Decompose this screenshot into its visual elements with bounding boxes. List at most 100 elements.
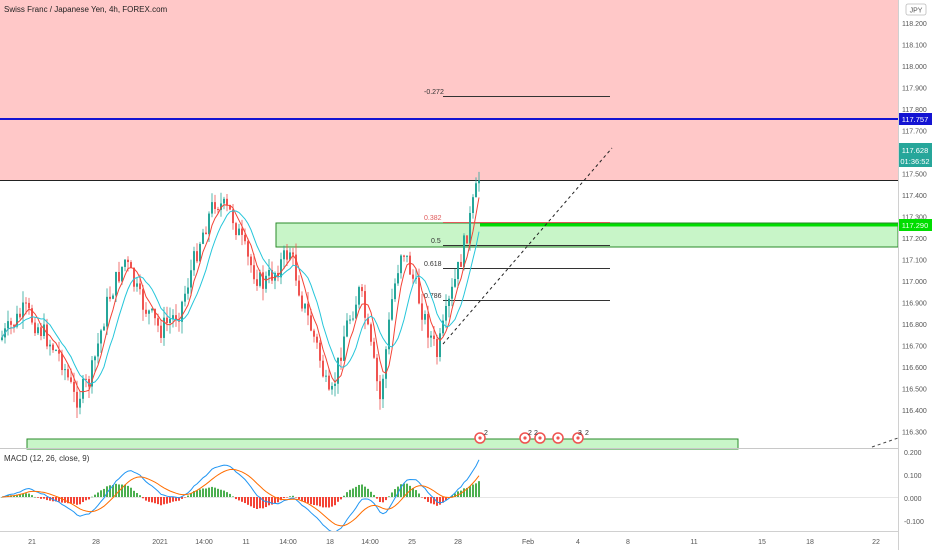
macd-histogram-bar <box>55 497 57 502</box>
macd-histogram-bar <box>415 490 417 497</box>
candle <box>472 194 474 219</box>
currency-badge[interactable] <box>905 3 927 16</box>
macd-tick-label: 0.000 <box>904 496 922 503</box>
support-zone-upper[interactable] <box>275 222 899 248</box>
event-marker-count: 3 <box>578 430 582 437</box>
dashed-trendline-right[interactable] <box>871 437 899 448</box>
candle <box>187 278 189 300</box>
macd-histogram-bar <box>166 497 168 504</box>
candle <box>316 333 318 349</box>
time-axis[interactable] <box>0 531 898 550</box>
macd-histogram-bar <box>298 497 300 500</box>
macd-histogram-bar <box>475 483 477 497</box>
macd-histogram-bar <box>337 497 339 502</box>
macd-histogram-bar <box>220 489 222 497</box>
macd-histogram-bar <box>142 497 144 499</box>
macd-histogram-bar <box>454 493 456 497</box>
price-tick-label: 116.700 <box>902 344 927 351</box>
candle <box>94 355 96 373</box>
candle <box>166 306 168 332</box>
candle <box>106 288 108 335</box>
candle <box>145 302 147 317</box>
event-markers[interactable]: 2 2 2 3 2 <box>474 430 589 444</box>
blue-line-price-tag[interactable] <box>899 113 932 125</box>
time-tick-label: 11 <box>690 539 697 546</box>
macd-histogram-bar <box>79 497 81 505</box>
macd-histogram <box>1 481 480 509</box>
macd-histogram-bar <box>37 497 39 498</box>
event-marker-count: 2 <box>528 430 532 437</box>
dashed-trendline[interactable] <box>442 147 613 345</box>
time-tick-label: 14:00 <box>279 539 297 546</box>
time-tick-label: 25 <box>408 539 416 546</box>
price-tick-label: 116.800 <box>902 322 927 329</box>
current-price-tag[interactable] <box>899 143 932 167</box>
macd-histogram-bar <box>70 497 72 504</box>
time-tick-label: 15 <box>758 539 766 546</box>
macd-histogram-bar <box>286 497 288 498</box>
macd-title[interactable]: MACD (12, 26, close, 9) <box>4 454 90 463</box>
candle <box>325 369 327 382</box>
green-level-tag[interactable] <box>899 219 932 231</box>
macd-histogram-bar <box>316 497 318 506</box>
candle <box>190 259 192 297</box>
fib-retracement[interactable]: -0.272 0.382 0.5 0.618 0.786 <box>424 89 610 301</box>
macd-histogram-bar <box>226 492 228 497</box>
macd-histogram-bar <box>439 497 441 505</box>
macd-histogram-bar <box>250 497 252 507</box>
price-tick-label: 117.400 <box>902 193 927 200</box>
fib-label-05: 0.5 <box>431 238 441 245</box>
macd-histogram-bar <box>331 497 333 507</box>
candle <box>25 297 27 315</box>
blue-line-price: 117.757 <box>902 115 929 124</box>
candle <box>184 285 186 307</box>
price-tick-label: 118.100 <box>902 43 927 50</box>
candle <box>211 193 213 218</box>
candle <box>151 308 153 313</box>
macd-histogram-bar <box>283 497 285 499</box>
event-marker[interactable]: 2 <box>534 430 546 444</box>
macd-histogram-bar <box>328 497 330 508</box>
macd-histogram-bar <box>391 492 393 497</box>
candle <box>451 278 453 307</box>
macd-histogram-bar <box>148 497 150 502</box>
event-marker[interactable]: 3 2 <box>572 430 589 444</box>
time-tick-label: 28 <box>92 539 100 546</box>
price-axis[interactable] <box>898 0 932 550</box>
macd-histogram-bar <box>400 484 402 497</box>
macd-histogram-bar <box>46 497 48 501</box>
macd-histogram-bar <box>274 497 276 504</box>
event-marker[interactable]: 2 <box>519 430 532 444</box>
macd-histogram-bar <box>214 487 216 497</box>
macd-histogram-bar <box>136 493 138 497</box>
candle <box>421 293 423 331</box>
macd-histogram-bar <box>355 486 357 497</box>
time-tick-labels: 21 28 2021 14:00 11 14:00 18 14:00 25 28 Feb 4 8 11 15… <box>28 539 880 546</box>
candle <box>295 243 297 286</box>
candle <box>319 340 321 368</box>
macd-histogram-bar <box>463 488 465 497</box>
candle <box>169 307 171 334</box>
macd-histogram-bar <box>34 496 36 498</box>
candle <box>226 193 228 212</box>
candlesticks <box>1 171 480 418</box>
candle <box>238 223 240 236</box>
candle <box>328 368 330 391</box>
candle <box>400 254 402 279</box>
support-zone-lower[interactable] <box>26 438 739 450</box>
candle <box>253 253 255 284</box>
candle <box>361 283 363 298</box>
macd-histogram-bar <box>91 496 93 498</box>
candle <box>445 294 447 329</box>
chart-title[interactable]: Swiss Franc / Japanese Yen, 4h, FOREX.co… <box>4 5 168 14</box>
candle <box>286 243 288 266</box>
candle <box>49 339 51 356</box>
candle <box>430 331 432 348</box>
macd-histogram-bar <box>334 497 336 506</box>
macd-histogram-bar <box>25 493 27 497</box>
event-marker[interactable] <box>552 432 564 444</box>
event-marker[interactable]: 2 <box>474 430 488 444</box>
price-tick-label: 117.100 <box>902 258 927 265</box>
macd-pane: MACD (12, 26, close, 9) <box>0 454 898 533</box>
